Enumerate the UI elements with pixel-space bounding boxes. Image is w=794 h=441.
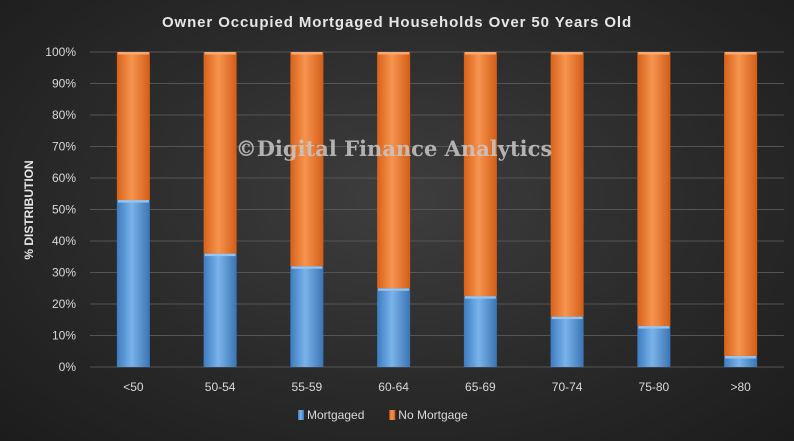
y-tick-label: 50%	[52, 203, 76, 217]
bar-segment-highlight	[464, 296, 496, 299]
bar-segment-highlight	[464, 52, 496, 55]
bar-segment-highlight	[117, 200, 149, 203]
x-tick-label: 75-80	[639, 380, 670, 394]
x-tick-label: 55-59	[292, 380, 323, 394]
y-axis-ticks: 0% 10% 20% 30% 40% 50% 60% 70% 80% 90% 100%	[45, 45, 76, 374]
x-tick-label: 70-74	[552, 380, 583, 394]
gridlines	[90, 51, 784, 368]
x-axis-ticks: <50 50-54 55-59 60-64 65-69 70-74 75-80 >80	[123, 380, 751, 394]
legend-swatch-mortgaged	[298, 410, 304, 420]
bar-segment-mortgaged	[116, 200, 150, 367]
bar-segment-highlight	[725, 52, 757, 55]
bar-segment-highlight	[204, 52, 236, 55]
bar-segment-highlight	[551, 52, 583, 55]
legend-label-mortgaged: Mortgaged	[307, 408, 364, 422]
bar-segment-no-mortgage	[463, 52, 497, 297]
y-tick-label: 70%	[52, 140, 76, 154]
bar-segment-highlight	[204, 253, 236, 257]
y-tick-label: 80%	[52, 108, 76, 122]
x-tick-label: 65-69	[465, 380, 496, 394]
x-tick-label: 60-64	[378, 380, 409, 394]
bar-segment-mortgaged	[463, 296, 497, 367]
y-tick-label: 10%	[52, 329, 76, 343]
bar-segment-highlight	[378, 288, 410, 291]
y-tick-label: 60%	[52, 171, 76, 185]
bar-segment-mortgaged	[637, 326, 671, 367]
y-tick-label: 100%	[45, 45, 76, 59]
y-tick-label: 90%	[52, 77, 76, 91]
bars	[116, 52, 758, 367]
bar-segment-no-mortgage	[724, 52, 758, 356]
chart-title: Owner Occupied Mortgaged Households Over…	[162, 14, 632, 31]
bar-segment-highlight	[117, 52, 149, 55]
bar-segment-highlight	[638, 52, 670, 55]
watermark-text: ©Digital Finance Analytics	[236, 136, 553, 161]
x-tick-label: <50	[123, 380, 144, 394]
bar-segment-mortgaged	[203, 253, 237, 367]
bar-segment-highlight	[291, 266, 323, 269]
bar-segment-no-mortgage	[377, 52, 411, 289]
bar-segment-mortgaged	[377, 288, 411, 367]
bar-segment-highlight	[291, 52, 323, 55]
y-tick-label: 20%	[52, 297, 76, 311]
legend: Mortgaged No Mortgage	[298, 408, 468, 422]
legend-swatch-no-mortgage	[389, 410, 396, 420]
x-tick-label: 50-54	[205, 380, 236, 394]
y-tick-label: 30%	[52, 266, 76, 280]
bar-segment-mortgaged	[550, 316, 584, 367]
bar-segment-no-mortgage	[550, 52, 584, 317]
y-tick-label: 40%	[52, 234, 76, 248]
bar-segment-mortgaged	[290, 266, 324, 367]
bar-segment-mortgaged	[724, 355, 758, 367]
bar-segment-no-mortgage	[637, 52, 671, 327]
y-axis-label: % DISTRIBUTION	[22, 160, 36, 259]
bar-segment-no-mortgage	[116, 52, 150, 201]
x-tick-label: >80	[730, 380, 751, 394]
bar-segment-highlight	[551, 316, 583, 320]
bar-segment-no-mortgage	[203, 52, 237, 254]
bar-segment-highlight	[378, 52, 410, 55]
bar-segment-highlight	[725, 355, 757, 359]
y-tick-label: 0%	[59, 360, 77, 374]
bar-segment-highlight	[638, 326, 670, 329]
legend-label-no-mortgage: No Mortgage	[398, 408, 468, 422]
bar-segment-no-mortgage	[290, 52, 324, 267]
